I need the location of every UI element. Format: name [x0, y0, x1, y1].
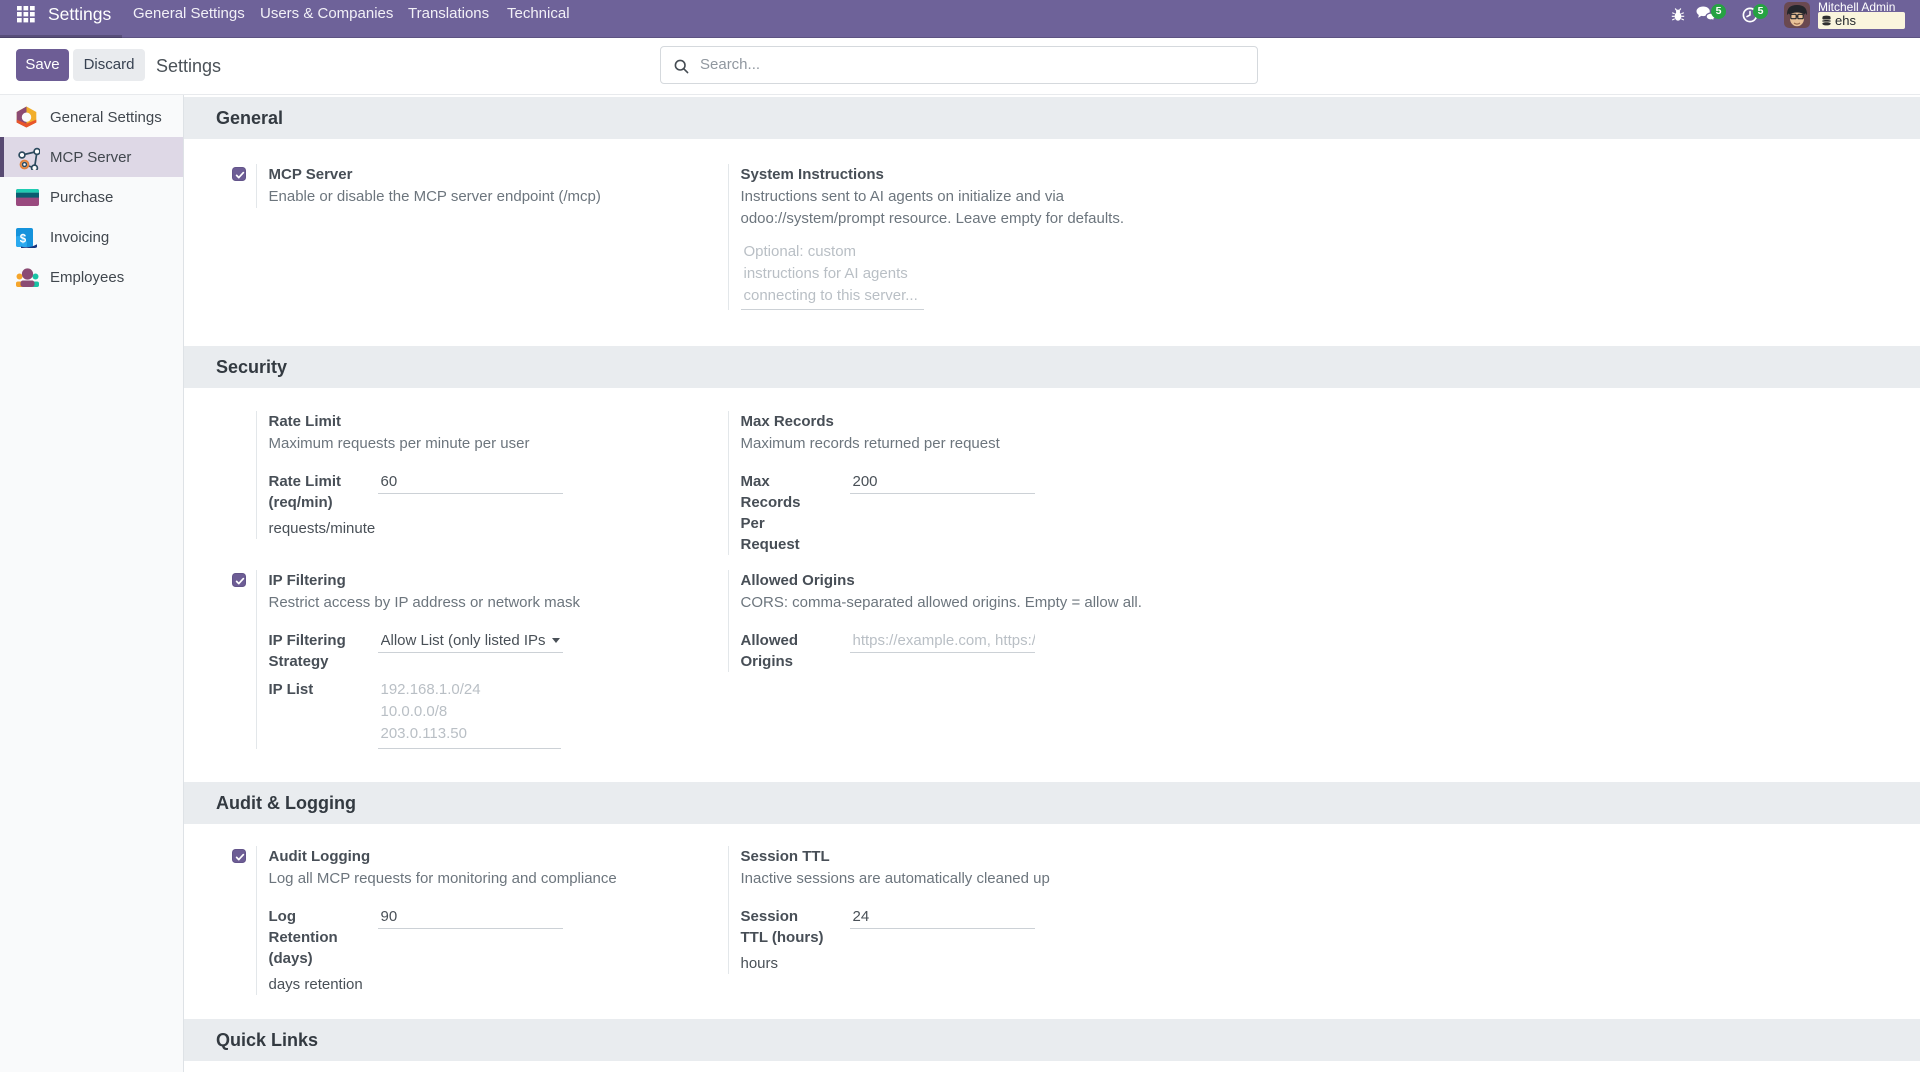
svg-text:$: $ [20, 233, 27, 245]
